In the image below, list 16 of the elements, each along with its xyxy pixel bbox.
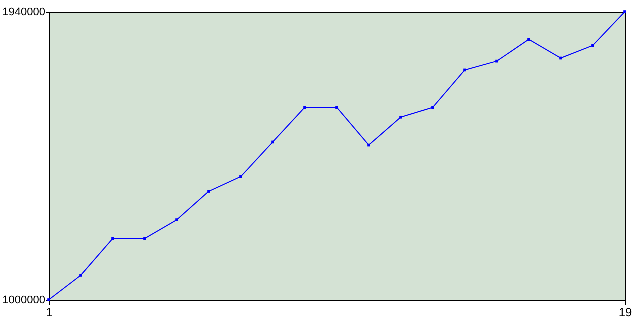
point: [368, 144, 370, 147]
x-tick-label: 19: [618, 306, 632, 320]
point: [272, 140, 274, 144]
point: [624, 10, 626, 14]
point: [592, 44, 594, 48]
point: [112, 237, 114, 240]
y-tick-label: 1940000: [2, 6, 46, 18]
point: [464, 68, 466, 72]
point: [560, 56, 562, 60]
point: [496, 60, 498, 63]
point: [240, 175, 242, 178]
y-tick-label: 1000000: [2, 294, 46, 306]
point: [400, 116, 402, 119]
x-tick-label: 1: [46, 306, 54, 320]
line-series: [48, 10, 626, 302]
point: [144, 237, 146, 240]
